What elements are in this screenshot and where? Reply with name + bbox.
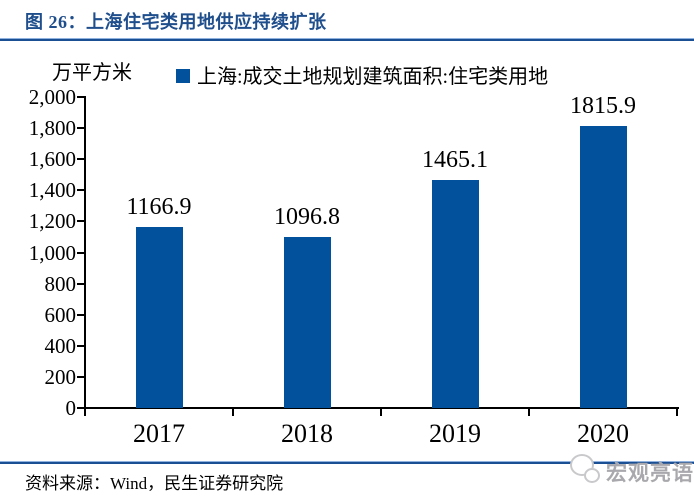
y-tick-label: 2,000 bbox=[28, 85, 76, 109]
x-tick-mark bbox=[84, 409, 86, 416]
title-separator-line bbox=[0, 38, 694, 41]
bar bbox=[579, 125, 627, 408]
x-axis-line bbox=[84, 407, 679, 409]
x-tick-mark bbox=[528, 409, 530, 416]
bar-value-label: 1096.8 bbox=[274, 204, 340, 231]
x-category-label: 2019 bbox=[429, 419, 481, 448]
y-tick-label: 1,200 bbox=[28, 209, 76, 234]
bar bbox=[135, 226, 183, 408]
y-axis-unit-label: 万平方米 bbox=[52, 62, 132, 84]
watermark-logo-icon-small bbox=[584, 468, 600, 483]
y-tick-mark bbox=[77, 158, 85, 161]
x-tick-mark bbox=[380, 409, 382, 416]
watermark-text: 宏观亮语 bbox=[606, 462, 694, 485]
y-tick-label: 1,800 bbox=[28, 116, 76, 141]
y-tick-label: 1,000 bbox=[28, 240, 76, 265]
y-tick-mark bbox=[77, 189, 85, 192]
x-tick-mark bbox=[676, 409, 678, 416]
y-tick-label: 0 bbox=[65, 396, 77, 420]
legend-label: 上海:成交土地规划建筑面积:住宅类用地 bbox=[197, 66, 549, 88]
x-tick-mark bbox=[232, 409, 234, 416]
y-tick-label: 400 bbox=[44, 333, 77, 358]
y-tick-label: 200 bbox=[44, 364, 77, 389]
watermark: 宏观亮语 bbox=[568, 448, 694, 496]
y-tick-label: 1,400 bbox=[28, 178, 76, 203]
y-tick-mark bbox=[77, 407, 85, 409]
y-tick-mark bbox=[77, 96, 85, 98]
bar-value-label: 1166.9 bbox=[126, 193, 192, 220]
source-note: 资料来源：Wind，民生证券研究院 bbox=[25, 474, 284, 493]
y-axis-line bbox=[84, 96, 86, 409]
y-tick-mark bbox=[77, 375, 85, 378]
bar bbox=[431, 180, 479, 408]
x-category-label: 2017 bbox=[133, 419, 185, 448]
bar-value-label: 1465.1 bbox=[422, 147, 488, 174]
bar-value-label: 1815.9 bbox=[570, 92, 636, 119]
y-tick-label: 800 bbox=[44, 271, 77, 296]
footer-separator-line bbox=[0, 461, 694, 464]
y-tick-label: 1,600 bbox=[28, 147, 76, 172]
chart-legend: 上海:成交土地规划建筑面积:住宅类用地 bbox=[176, 60, 548, 89]
y-tick-mark bbox=[77, 344, 85, 347]
x-category-label: 2020 bbox=[577, 419, 629, 448]
legend-swatch bbox=[176, 68, 190, 83]
y-tick-label: 600 bbox=[44, 302, 77, 327]
y-tick-mark bbox=[77, 220, 85, 223]
x-category-label: 2018 bbox=[281, 419, 333, 448]
bar bbox=[283, 237, 331, 408]
y-tick-mark bbox=[77, 282, 85, 285]
y-tick-mark bbox=[77, 313, 85, 316]
y-tick-mark bbox=[77, 251, 85, 254]
y-tick-mark bbox=[77, 127, 85, 130]
figure-title: 图 26：上海住宅类用地供应持续扩张 bbox=[25, 12, 327, 32]
